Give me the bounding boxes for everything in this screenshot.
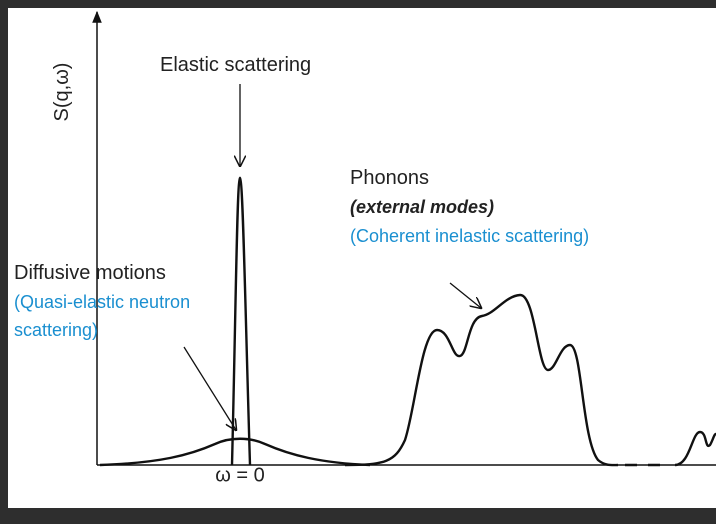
diffusive-title: Diffusive motions <box>14 262 166 284</box>
high-energy-bumps <box>674 430 716 467</box>
phonon-curve <box>344 293 619 467</box>
x-axis-label: ω = 0 <box>215 464 265 486</box>
elastic-peak <box>230 176 252 466</box>
quasi-elastic-curve <box>99 437 371 467</box>
diffusive-note: scattering) <box>14 320 98 340</box>
y-axis-label: S(q,ω) <box>51 63 73 122</box>
phonons-note: (Coherent inelastic scattering) <box>350 226 589 246</box>
phonons-subtitle: (external modes) <box>350 197 494 217</box>
panel <box>8 8 716 508</box>
phonon-arrow <box>449 282 481 308</box>
diffusive-arrow <box>183 346 236 430</box>
elastic-label: Elastic scattering <box>160 54 311 76</box>
diffusive-note: (Quasi-elastic neutron <box>14 292 190 312</box>
phonons-title: Phonons <box>350 167 429 189</box>
